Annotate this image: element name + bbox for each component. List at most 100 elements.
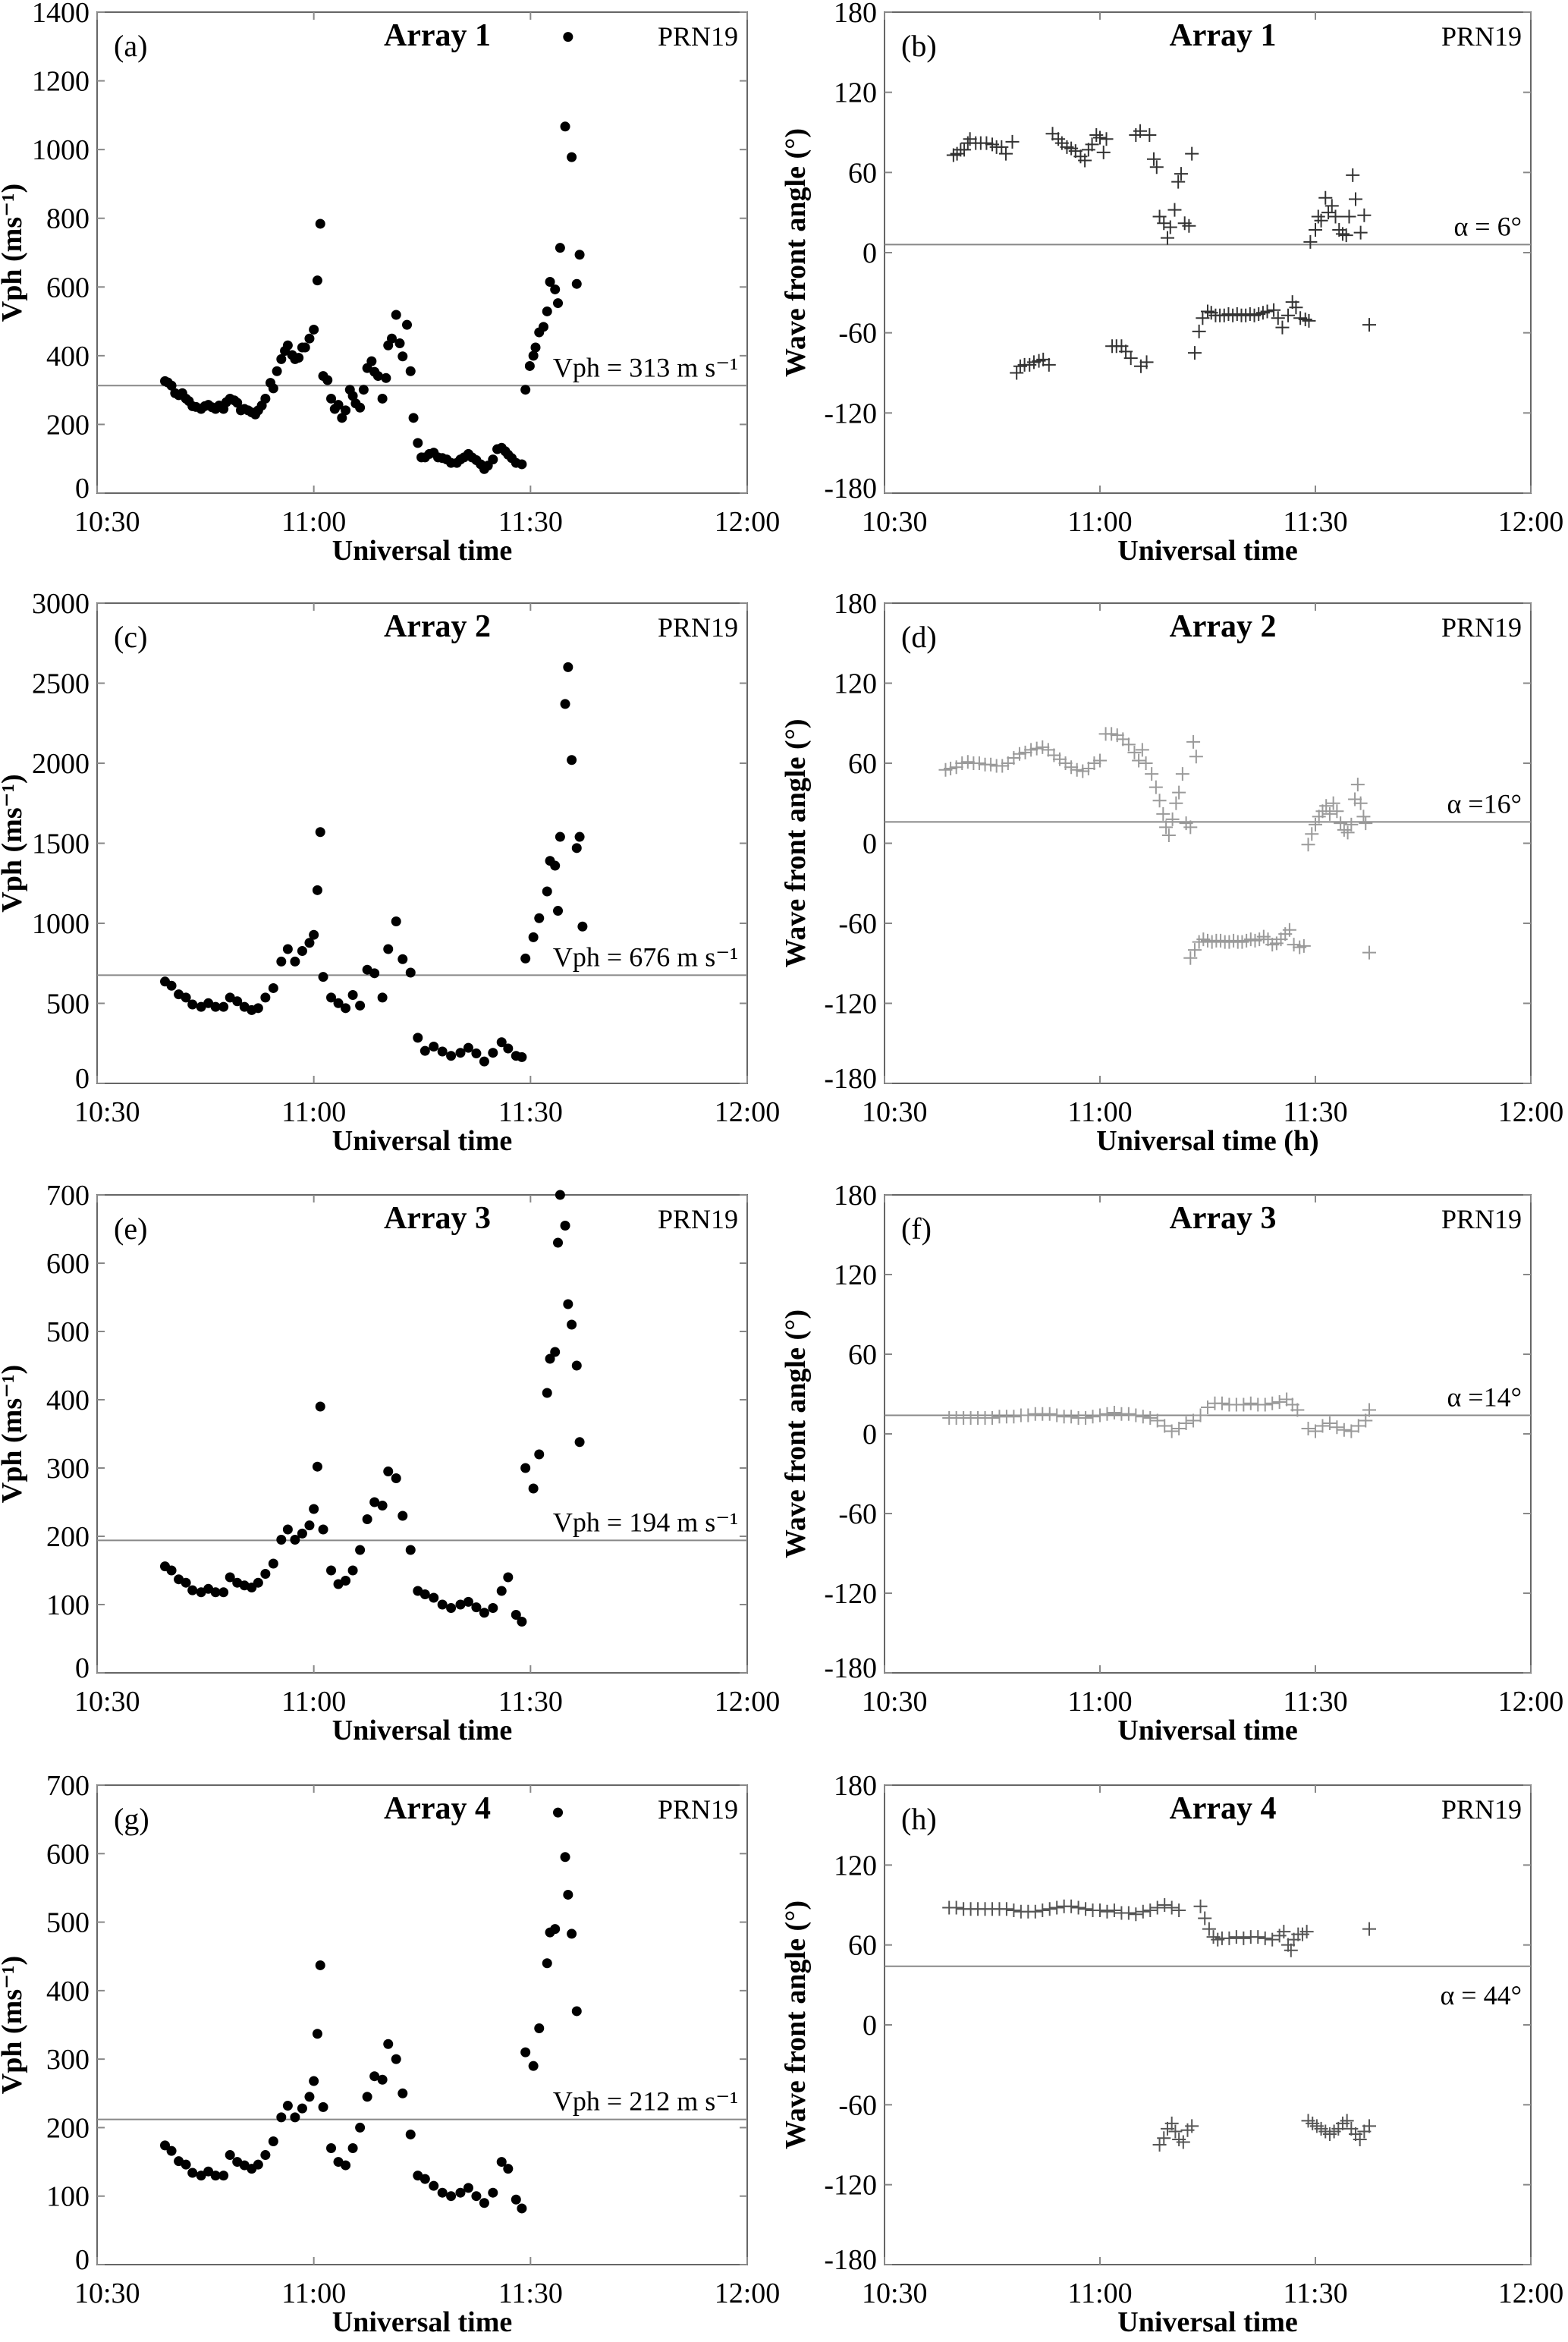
data-point	[560, 699, 570, 709]
data-point	[1340, 825, 1355, 840]
data-point	[437, 1599, 448, 1610]
data-point	[550, 284, 561, 294]
data-point	[985, 1411, 999, 1425]
data-point	[315, 1960, 325, 1970]
data-point	[210, 1587, 221, 1598]
data-point	[290, 1535, 300, 1545]
x-tick-label: 12:00	[715, 2278, 781, 2309]
data-point	[260, 1569, 271, 1579]
reference-label: Vph = 313 m s⁻¹	[553, 352, 738, 382]
data-point	[1344, 1424, 1359, 1438]
data-point	[1001, 756, 1015, 770]
data-point	[517, 1052, 527, 1062]
data-point	[290, 956, 300, 967]
data-point	[488, 1603, 498, 1613]
y-tick-label: 1400	[32, 0, 90, 29]
panel-title: Array 3	[384, 1201, 491, 1236]
data-point	[1042, 1407, 1057, 1421]
data-point	[1265, 1932, 1280, 1947]
y-tick-label: -60	[838, 318, 877, 350]
data-point	[1132, 753, 1146, 768]
data-point	[1186, 734, 1201, 749]
data-point	[203, 2166, 214, 2177]
data-point	[1290, 1403, 1305, 1417]
data-point	[1301, 838, 1315, 852]
data-point	[1251, 1930, 1265, 1944]
data-point	[1267, 303, 1281, 317]
data-point	[408, 413, 419, 423]
data-point	[1149, 780, 1163, 794]
data-point	[560, 1221, 570, 1231]
data-point	[312, 2029, 322, 2039]
data-point	[294, 353, 304, 363]
data-point	[397, 1511, 408, 1521]
data-point	[366, 356, 377, 366]
y-tick-label: 180	[834, 1770, 877, 1802]
data-point	[1179, 1416, 1193, 1430]
x-tick-label: 11:30	[1283, 2278, 1347, 2309]
data-point	[1340, 2114, 1354, 2128]
data-point	[1201, 1400, 1214, 1414]
data-point	[282, 2101, 293, 2111]
x-tick-label: 11:00	[281, 2278, 346, 2309]
data-point	[1287, 938, 1301, 952]
y-tick-label: 200	[46, 409, 90, 441]
x-tick-label: 12:00	[1498, 1686, 1564, 1718]
y-tick-label: 2000	[32, 748, 90, 780]
data-point	[1100, 1407, 1114, 1421]
y-tick-label: 700	[46, 1180, 90, 1212]
data-point	[1305, 827, 1319, 841]
y-axis-label: Wave front angle (°)	[780, 719, 812, 968]
data-point	[322, 375, 333, 385]
data-point	[957, 143, 972, 157]
data-point	[1041, 743, 1055, 757]
x-tick-label: 11:00	[1067, 506, 1132, 538]
data-point	[312, 275, 322, 286]
data-point	[534, 1449, 545, 1460]
y-axis-label: Wave front angle (°)	[780, 128, 812, 377]
y-tick-label: -60	[838, 1498, 877, 1530]
x-tick-label: 11:30	[1283, 1686, 1347, 1718]
data-points	[946, 124, 1376, 380]
data-point	[333, 400, 344, 410]
data-point	[574, 831, 585, 842]
data-point	[555, 1190, 565, 1200]
data-point	[1202, 1922, 1216, 1936]
data-point	[1005, 134, 1020, 149]
data-point	[511, 1610, 521, 1620]
data-point	[520, 1463, 531, 1473]
data-point	[160, 2140, 171, 2151]
y-tick-label: -180	[824, 1652, 877, 1684]
data-point	[511, 2194, 521, 2205]
data-point	[1185, 146, 1199, 161]
data-point	[377, 1501, 388, 1511]
data-point	[1258, 1931, 1272, 1945]
data-point	[567, 1319, 577, 1330]
data-point	[1350, 778, 1365, 792]
data-point	[1064, 1899, 1079, 1913]
prn-label: PRN19	[658, 21, 738, 52]
data-point	[571, 2006, 582, 2017]
data-point	[181, 1577, 191, 1588]
data-point	[1123, 351, 1138, 366]
data-point	[1127, 745, 1142, 759]
data-point	[405, 1545, 416, 1555]
data-point	[383, 2039, 394, 2049]
prn-label: PRN19	[658, 1794, 738, 1825]
y-tick-label: 0	[863, 828, 877, 860]
data-point	[1322, 1416, 1337, 1430]
panel-tag: (h)	[901, 1802, 937, 1836]
data-point	[1362, 1403, 1376, 1417]
y-axis-label: Vph (ms⁻¹)	[0, 184, 28, 322]
data-point	[1198, 1911, 1212, 1925]
data-point	[326, 393, 337, 404]
data-point	[318, 1524, 328, 1535]
x-tick-label: 11:30	[1283, 1096, 1347, 1128]
data-point	[341, 2160, 351, 2171]
data-point	[1076, 764, 1090, 778]
data-point	[391, 310, 401, 320]
data-point	[1107, 1903, 1121, 1918]
panel-title: Array 4	[1169, 1791, 1276, 1826]
data-point	[276, 2112, 287, 2123]
data-point	[187, 1585, 198, 1595]
